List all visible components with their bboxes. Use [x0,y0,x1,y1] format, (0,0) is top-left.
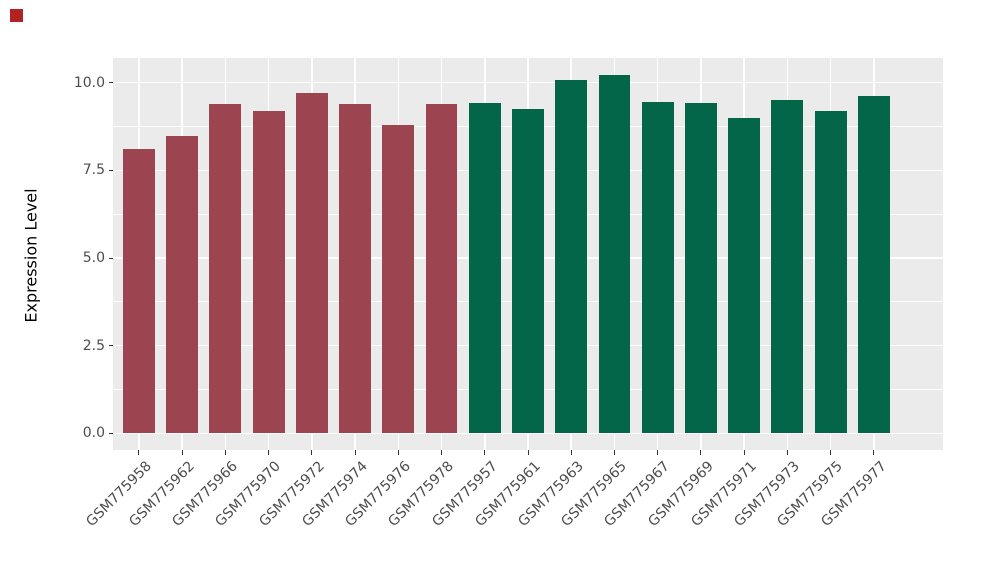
bar [728,117,761,434]
y-axis-title: Expression Level [21,188,41,323]
x-tick-mark [830,450,832,455]
bar [339,104,371,434]
y-tick-label: 2.5 [82,337,105,354]
x-tick-mark [786,450,788,455]
x-tick-mark [700,450,702,455]
x-tick-mark [311,450,313,455]
x-tick-mark [441,450,443,455]
y-tick-mark [108,169,113,171]
x-tick-mark [743,450,745,455]
bar [123,149,155,434]
x-tick-mark [181,450,183,455]
x-tick-mark [138,450,140,455]
bar [382,125,415,434]
bar [555,79,588,434]
bar [252,111,285,434]
bar [598,74,631,434]
bar [166,136,199,434]
x-tick-mark [613,450,615,455]
bar [685,103,717,434]
x-tick-mark [570,450,572,455]
x-tick-mark [224,450,226,455]
x-tick-mark [397,450,399,455]
y-tick-mark [108,82,113,84]
bar [814,111,847,434]
y-tick-label: 5.0 [82,250,105,267]
bar [425,103,458,434]
bar [295,92,328,434]
x-tick-mark [657,450,659,455]
bar [468,103,501,434]
y-tick-mark [108,257,113,259]
y-tick-label: 10.0 [73,74,105,91]
x-tick-mark [484,450,486,455]
bar [857,96,890,434]
x-tick-mark [527,450,529,455]
bar [771,99,804,434]
y-tick-mark [108,432,113,434]
y-tick-label: 0.0 [82,425,105,442]
bar [512,109,544,434]
bar [209,104,242,434]
x-tick-mark [873,450,875,455]
y-tick-label: 7.5 [82,162,105,179]
x-tick-mark [354,450,356,455]
x-tick-mark [268,450,270,455]
corner-marker [10,9,23,22]
bar [641,101,674,434]
y-tick-mark [108,345,113,347]
